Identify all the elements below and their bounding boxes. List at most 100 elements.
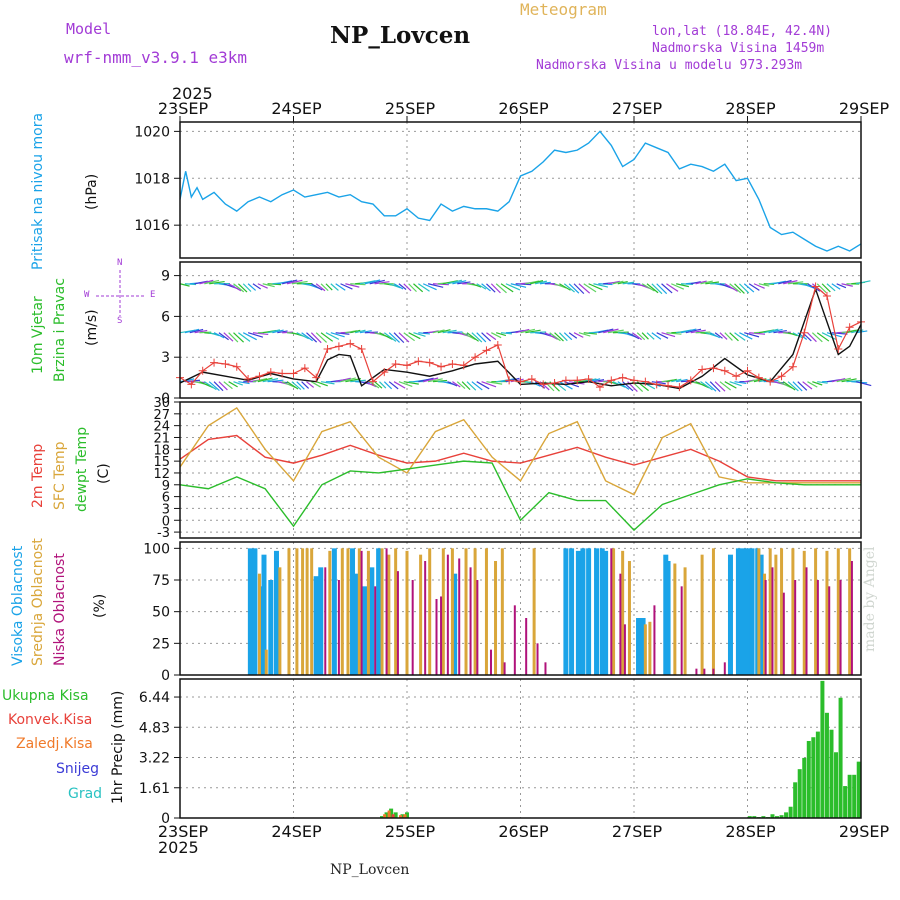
wind-model-marker <box>346 339 355 348</box>
wind-arrow <box>383 381 393 390</box>
wind-model-marker <box>641 377 650 386</box>
wind-arrow <box>661 283 673 294</box>
bottom-date-label: 23SEP <box>158 822 209 841</box>
cloud-bar-low <box>828 586 831 675</box>
wind-arrow <box>223 381 233 390</box>
wind-model-marker <box>187 380 196 389</box>
wind-arrow <box>666 332 682 335</box>
wind-arrow <box>539 281 551 285</box>
wind-arrow <box>267 329 281 334</box>
wind-arrow <box>836 283 847 289</box>
wind-arrow <box>646 283 659 294</box>
wind-arrow <box>252 283 261 290</box>
wind-arrow <box>418 377 434 383</box>
wind-arrow <box>807 381 818 388</box>
cloud-bar-low <box>476 580 479 675</box>
wind-arrow <box>821 332 836 340</box>
top-date-label: 29SEP <box>839 99 890 118</box>
wind-arrow <box>330 332 345 338</box>
wind-arrow <box>598 328 614 334</box>
wind-arrow <box>257 377 273 383</box>
wind-arrow <box>641 283 655 292</box>
cloud-bar-mid <box>763 573 767 675</box>
cloud-bar-low <box>458 558 461 675</box>
wind-model-marker <box>437 362 446 371</box>
cloud-bar-low <box>680 586 683 675</box>
cloud-bar-high <box>563 548 569 675</box>
wind-model-marker <box>221 360 230 368</box>
cloud-bar-high <box>247 548 253 675</box>
wind-arrow <box>782 381 796 391</box>
precip-bar-total <box>806 740 811 818</box>
wind-arrow <box>734 381 747 385</box>
wind-arrow <box>714 381 726 392</box>
wind-arrow <box>345 378 361 383</box>
wind-arrow <box>778 279 792 285</box>
cloud-bar-mid <box>814 548 818 675</box>
wind-arrow <box>476 332 487 343</box>
wind-arrow <box>792 381 803 392</box>
wind-arrow <box>568 332 578 339</box>
wind-model-marker <box>448 360 457 368</box>
wind-arrow <box>573 332 584 338</box>
cloud-bar-mid <box>441 548 445 675</box>
wind-arrow <box>646 332 655 340</box>
wind-arrow <box>272 329 284 334</box>
cloud-bar-high <box>318 567 324 675</box>
wind-arrow <box>841 283 853 287</box>
wind-arrow <box>724 283 738 292</box>
wind-arrow <box>320 283 329 292</box>
wind-arrow <box>612 280 624 285</box>
wind-arrow <box>695 381 710 389</box>
cloud-bar-low <box>544 662 547 675</box>
wind-model-marker <box>630 376 638 385</box>
cloud-ytick-label: 100 <box>143 541 170 557</box>
wind-arrow <box>607 280 620 285</box>
temp-ytick-label: 24 <box>153 420 170 435</box>
wind-arrow <box>651 381 666 385</box>
precip-bar-total <box>847 774 852 818</box>
wind-arrow <box>680 380 694 383</box>
wind-arrow <box>311 283 323 291</box>
cloud-bar-mid <box>464 548 468 675</box>
cloud-bar-mid <box>825 550 829 675</box>
cloud-bar-mid <box>328 550 332 675</box>
wind-arrow <box>612 331 629 334</box>
wind-arrow <box>388 332 401 343</box>
wind-arrow <box>242 332 257 341</box>
wind-arrow <box>578 332 591 337</box>
cloud-bar-mid <box>494 561 498 675</box>
cloud-bar-low <box>324 567 327 675</box>
cloud-bar-high <box>261 554 267 675</box>
wind-arrow <box>194 329 208 334</box>
wind-arrow <box>228 283 242 292</box>
precip-bar-total <box>815 731 820 818</box>
wind-arrow <box>636 332 646 341</box>
cloud-bar-high <box>599 548 605 675</box>
wind-model-marker <box>811 282 820 291</box>
wind-arrow <box>734 283 745 294</box>
cloud-bar-low <box>411 580 414 675</box>
cloud-bar-mid <box>428 548 432 675</box>
wind-arrow <box>476 381 490 390</box>
cloud-bar-low <box>695 668 698 675</box>
wind-arrow <box>461 332 476 341</box>
cloud-bar-low <box>396 571 399 675</box>
wind-arrow <box>423 377 439 383</box>
wind-model-marker <box>266 368 275 377</box>
wind-arrow <box>320 332 334 342</box>
precip-bar-total <box>797 769 802 818</box>
wind-arrow <box>398 332 410 343</box>
temp-frame <box>179 401 862 539</box>
cloud-bar-mid <box>802 550 806 675</box>
wind-arrow <box>369 279 385 285</box>
wind-arrow <box>826 332 843 338</box>
wind-arrow <box>238 332 251 342</box>
cloud-bar-mid <box>287 548 291 675</box>
wind-arrow <box>432 379 448 383</box>
wind-arrow <box>812 381 823 386</box>
cloud-bar-mid <box>627 561 631 675</box>
wind-ytick-label: 3 <box>161 350 170 366</box>
wind-arrow <box>705 281 720 285</box>
wind-arrow <box>627 332 640 340</box>
